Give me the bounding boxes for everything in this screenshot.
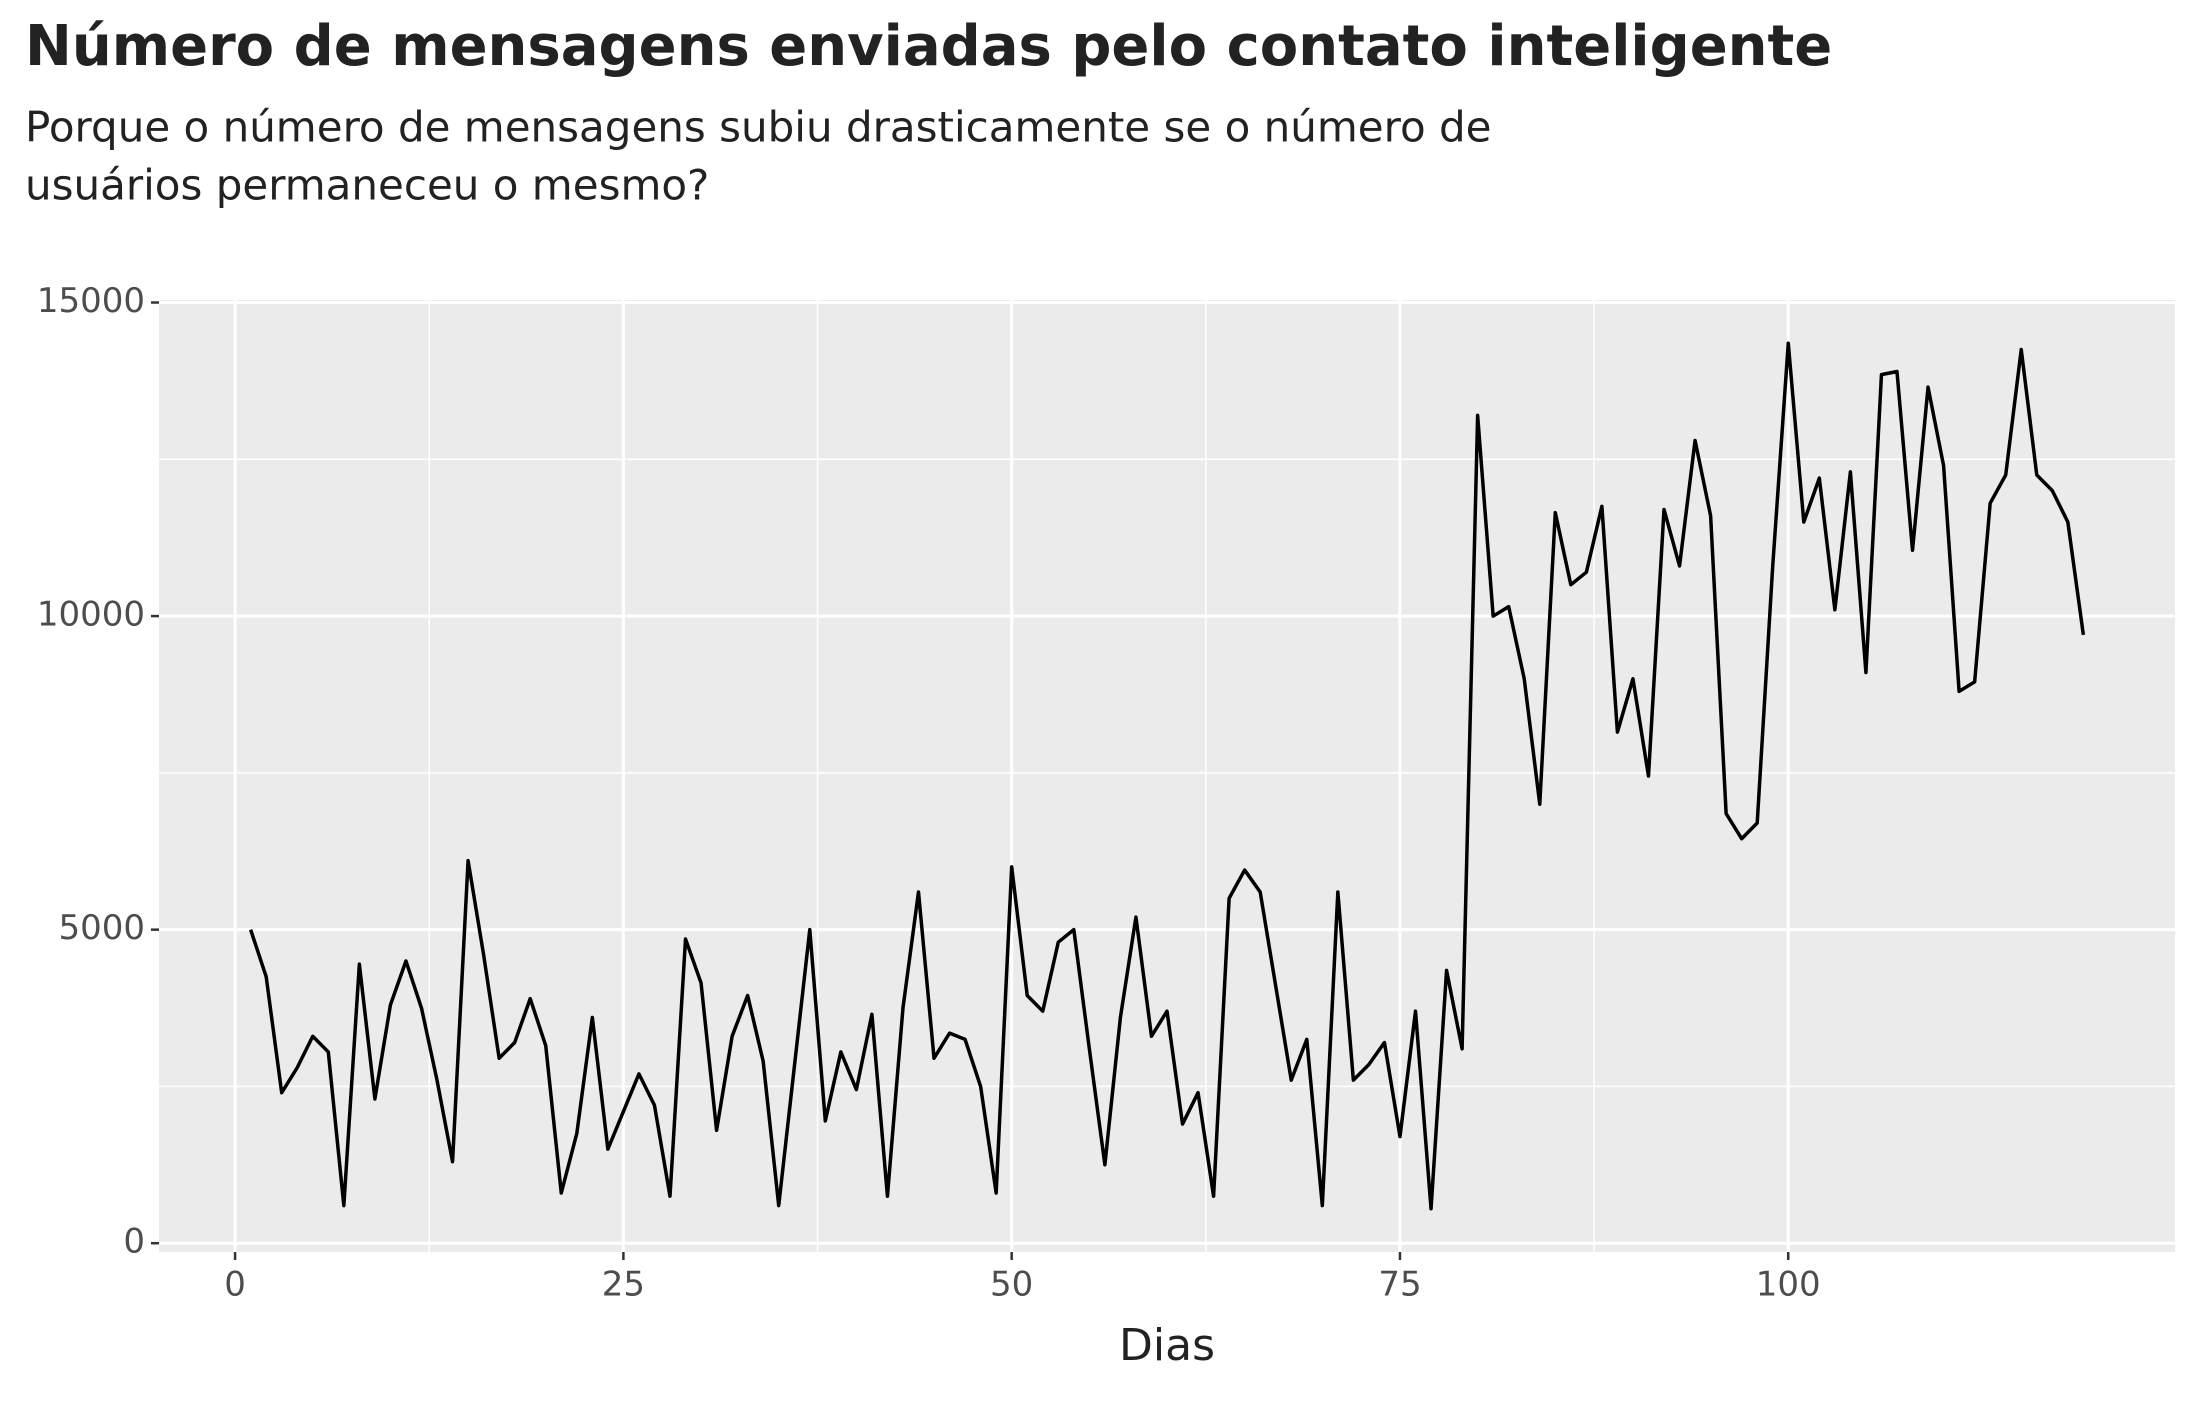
y-tick-label: 0 [123, 1222, 145, 1262]
x-tick-label: 25 [602, 1265, 645, 1305]
chart-subtitle: usuários permaneceu o mesmo? [25, 161, 709, 210]
chart-subtitle: Porque o número de mensagens subiu drast… [25, 103, 1492, 152]
y-tick-label: 15000 [37, 281, 145, 321]
data-line [248, 341, 2086, 1211]
chart-title: Número de mensagens enviadas pelo contat… [25, 14, 1832, 79]
y-tick-label: 5000 [58, 908, 145, 948]
plot-panel [159, 300, 2175, 1252]
x-tick-label: 0 [224, 1265, 246, 1305]
x-axis-title: Dias [1119, 1320, 1215, 1371]
x-tick-label: 75 [1378, 1265, 1421, 1305]
x-tick-label: 100 [1756, 1265, 1821, 1305]
x-tick-label: 50 [990, 1265, 1033, 1305]
y-tick-label: 10000 [37, 595, 145, 635]
